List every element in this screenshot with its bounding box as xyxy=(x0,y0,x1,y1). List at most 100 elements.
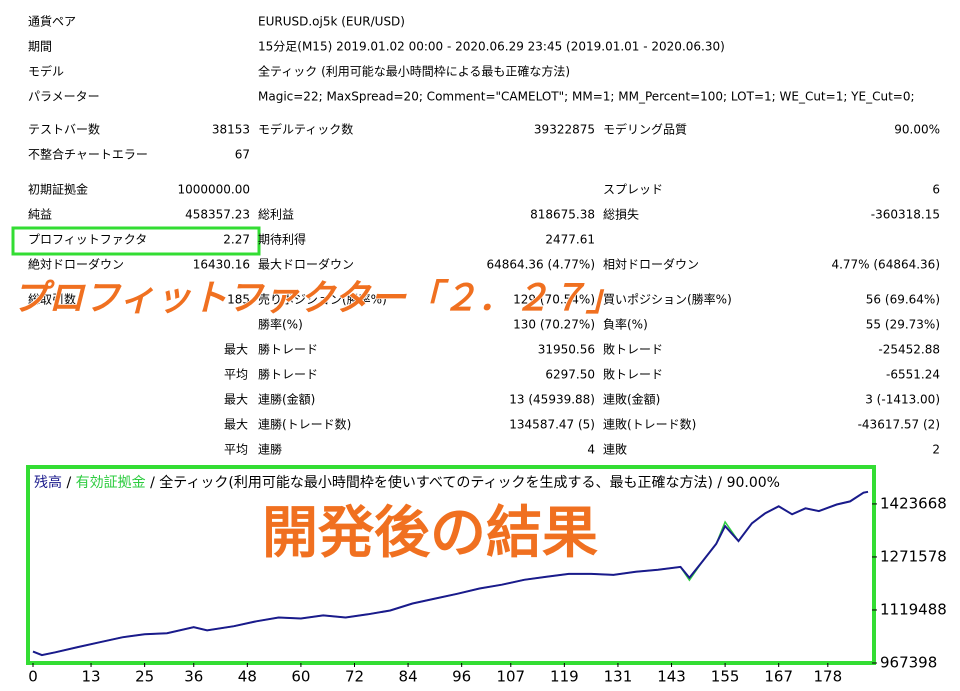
field-value: 2.27 xyxy=(223,233,250,247)
field-label: 敗トレード xyxy=(603,342,663,357)
x-tick-label: 60 xyxy=(291,668,310,686)
field-value: -43617.57 (2) xyxy=(858,418,940,432)
y-tick-label: 967398 xyxy=(880,654,937,672)
field-value: 818675.38 xyxy=(530,208,595,222)
chart-subtitle: 全ティック(利用可能な最小時間枠を使いすべてのティックを生成する、最も正確な方法… xyxy=(159,474,780,491)
field-label: 総損失 xyxy=(603,207,639,222)
field-value: 64864.36 (4.77%) xyxy=(486,258,595,272)
field-value: Magic=22; MaxSpread=20; Comment="CAMELOT… xyxy=(258,90,915,104)
x-tick-label: 0 xyxy=(28,668,38,686)
x-tick-label: 72 xyxy=(345,668,364,686)
field-label: 連勝(トレード数) xyxy=(258,417,351,432)
field-value: -6551.24 xyxy=(886,368,940,382)
x-tick-label: 178 xyxy=(813,668,842,686)
field-value: 1000000.00 xyxy=(177,183,250,197)
annotation: プロフィットファクター「２．２７」 xyxy=(12,278,622,319)
field-prefix: 最大 xyxy=(224,343,248,357)
x-tick-label: 143 xyxy=(657,668,686,686)
field-label: 期間 xyxy=(28,40,52,54)
field-label: 最大ドローダウン xyxy=(258,257,354,272)
x-tick-label: 36 xyxy=(184,668,203,686)
field-value: 2477.61 xyxy=(545,233,595,247)
x-tick-label: 25 xyxy=(135,668,154,686)
field-label: 相対ドローダウン xyxy=(603,257,699,272)
legend-equity: 有効証拠金 xyxy=(76,475,146,491)
field-label: 総取引数 xyxy=(28,292,76,307)
chart-legend: 残高 / 有効証拠金 / 全ティック(利用可能な最小時間枠を使いすべてのティック… xyxy=(34,474,780,491)
field-label: 総利益 xyxy=(258,208,294,222)
field-label: 通貨ペア xyxy=(28,14,76,29)
x-tick-label: 131 xyxy=(604,668,633,686)
annotation: 開発後の結果 xyxy=(262,501,598,566)
field-value: -360318.15 xyxy=(871,208,940,222)
field-value: 4.77% (64864.36) xyxy=(831,258,940,272)
field-label: 初期証拠金 xyxy=(28,182,88,197)
field-value: 3 (-1413.00) xyxy=(865,393,940,407)
y-tick-label: 1271578 xyxy=(880,547,947,565)
x-tick-label: 48 xyxy=(238,668,257,686)
field-value: 15分足(M15) 2019.01.02 00:00 - 2020.06.29 … xyxy=(258,40,725,54)
balance-line xyxy=(32,490,869,657)
x-tick-label: 96 xyxy=(452,668,471,686)
plot: 通貨ペア EURUSD.oj5k (EUR/USD) 期間 15分足(M15) 201… xyxy=(28,14,947,686)
field-value: 130 (70.27%) xyxy=(513,318,595,332)
field-label: モデルティック数 xyxy=(258,122,353,137)
field-label: 敗トレード xyxy=(603,367,663,382)
legend-balance: 残高 xyxy=(34,474,62,491)
field-label: 勝トレード xyxy=(258,367,318,382)
field-value: 90.00% xyxy=(894,123,940,137)
field-prefix: 平均 xyxy=(224,443,248,457)
field-value: 38153 xyxy=(212,123,250,137)
x-tick-label: 107 xyxy=(496,668,525,686)
field-value: 6 xyxy=(932,183,940,197)
field-value: 6297.50 xyxy=(545,368,595,382)
field-value: -25452.88 xyxy=(878,343,940,357)
field-label: 売りポジション(勝率%) xyxy=(258,292,387,307)
field-value: 31950.56 xyxy=(538,343,595,357)
field-value: 39322875 xyxy=(534,123,595,137)
field-value: 2 xyxy=(932,443,940,457)
chart-highlight-box xyxy=(26,465,876,665)
x-tick-label: 119 xyxy=(550,668,579,686)
field-prefix: 平均 xyxy=(224,368,248,382)
field-label: スプレッド xyxy=(603,183,663,197)
field-value: 13 (45939.88) xyxy=(509,393,595,407)
field-value: 458357.23 xyxy=(185,208,250,222)
legend-separator: / xyxy=(66,475,71,491)
field-value: 全ティック (利用可能な最小時間枠による最も正確な方法) xyxy=(258,64,570,79)
field-label: 連敗 xyxy=(603,442,627,457)
field-label: 不整合チャートエラー xyxy=(28,147,148,162)
field-value: 67 xyxy=(235,148,250,162)
field-label: 連勝(金額) xyxy=(258,392,315,407)
field-value: EURUSD.oj5k (EUR/USD) xyxy=(258,15,405,29)
highlight-box xyxy=(11,226,261,256)
field-label: 絶対ドローダウン xyxy=(28,257,124,272)
field-label: 連敗(金額) xyxy=(603,392,660,407)
field-value: 55 (29.73%) xyxy=(866,318,940,332)
field-label: 負率(%) xyxy=(603,317,648,332)
field-label: 期待利得 xyxy=(258,232,306,247)
x-tick-label: 13 xyxy=(82,668,101,686)
field-value: 4 xyxy=(587,443,595,457)
x-tick-label: 155 xyxy=(711,668,740,686)
field-label: パラメーター xyxy=(28,90,100,104)
y-tick-label: 1423668 xyxy=(880,494,947,512)
field-prefix: 最大 xyxy=(224,418,248,432)
field-value: 134587.47 (5) xyxy=(509,418,595,432)
field-value: 185 xyxy=(227,293,250,307)
field-label: テストバー数 xyxy=(28,122,100,137)
field-value: 56 (69.64%) xyxy=(866,293,940,307)
field-label: 純益 xyxy=(28,208,52,222)
x-tick-label: 84 xyxy=(399,668,418,686)
field-label: 連勝 xyxy=(258,442,282,457)
legend-separator: / xyxy=(150,475,155,491)
y-tick-label: 1119488 xyxy=(880,600,947,618)
field-label: 勝率(%) xyxy=(258,317,303,332)
field-value: 129 (70.54%) xyxy=(513,293,595,307)
field-label: モデリング品質 xyxy=(603,122,687,137)
field-label: モデル xyxy=(28,64,64,79)
field-label: 連敗(トレード数) xyxy=(603,417,696,432)
